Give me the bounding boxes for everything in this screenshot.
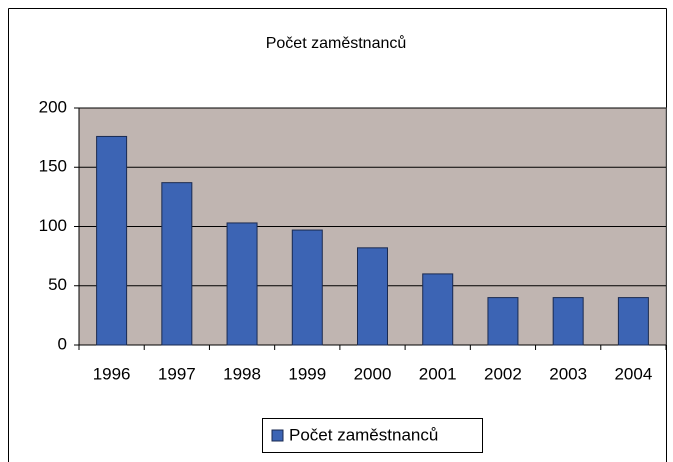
x-tick-label: 1999 bbox=[288, 364, 326, 383]
bar bbox=[161, 182, 193, 346]
legend-marker bbox=[271, 429, 284, 442]
chart-title: Počet zaměstnanců bbox=[266, 34, 407, 52]
bar bbox=[422, 273, 454, 346]
x-tick-label: 2000 bbox=[354, 364, 392, 383]
x-tick-label: 2004 bbox=[614, 364, 652, 383]
bar bbox=[226, 222, 258, 346]
y-tick-label: 100 bbox=[39, 216, 67, 235]
y-tick-label: 200 bbox=[39, 97, 67, 116]
y-tick-label: 150 bbox=[39, 157, 67, 176]
x-tick-label: 1996 bbox=[93, 364, 131, 383]
bar bbox=[487, 297, 519, 346]
legend-label: Počet zaměstnanců bbox=[289, 425, 438, 444]
bar bbox=[357, 247, 388, 346]
x-tick-label: 2003 bbox=[549, 364, 587, 383]
bar bbox=[617, 297, 649, 346]
bar bbox=[291, 229, 323, 346]
legend bbox=[262, 418, 483, 453]
x-tick-label: 1998 bbox=[223, 364, 261, 383]
x-tick-label: 2001 bbox=[419, 364, 457, 383]
y-tick-label: 0 bbox=[58, 334, 67, 353]
bar bbox=[552, 297, 584, 346]
bar bbox=[96, 135, 128, 346]
x-tick-label: 2002 bbox=[484, 364, 522, 383]
x-tick-label: 1997 bbox=[158, 364, 196, 383]
y-tick-label: 50 bbox=[48, 275, 67, 294]
